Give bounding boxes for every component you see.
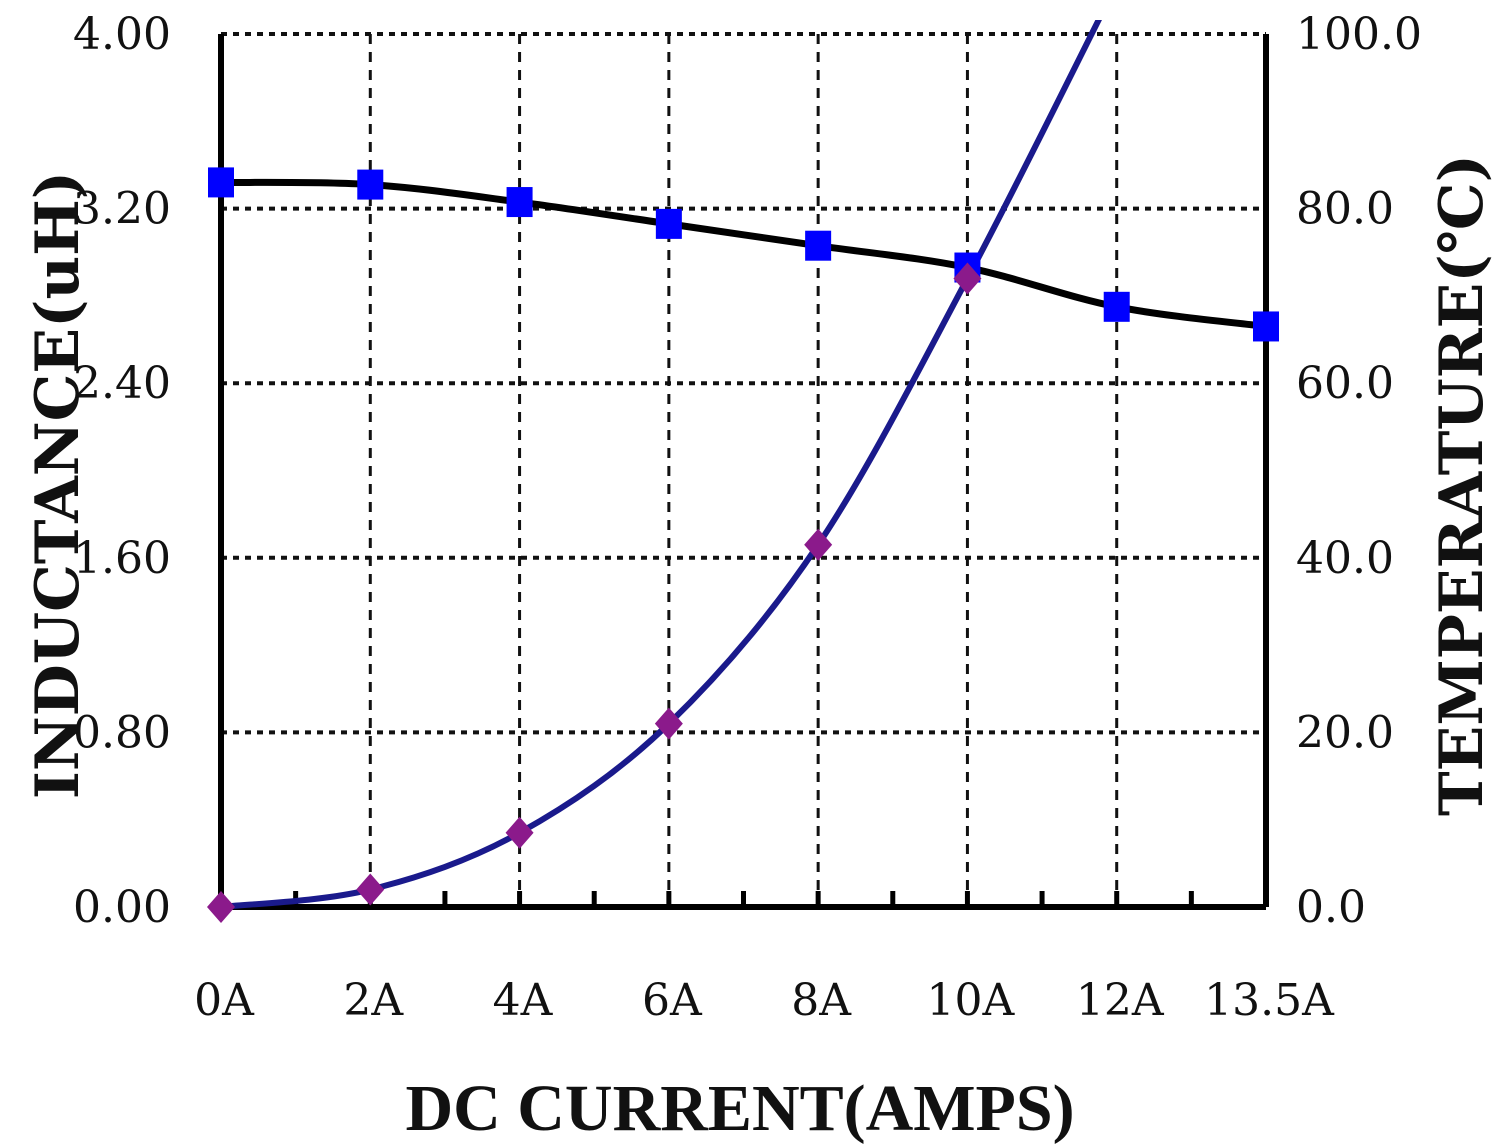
x-tick-label: 13.5A — [1204, 975, 1335, 1026]
y-left-tick-label: 0.80 — [73, 707, 171, 758]
x-tick-label: 0A — [194, 975, 255, 1026]
axes — [218, 34, 1269, 910]
y-right-tick-label: 80.0 — [1296, 184, 1394, 235]
y-left-tick-label: 4.00 — [73, 9, 171, 60]
temperature-point — [505, 816, 534, 849]
y-right-tick-label: 0.0 — [1296, 882, 1366, 933]
markers — [207, 167, 1279, 923]
x-tick-label: 4A — [493, 975, 554, 1026]
inductance-point — [357, 169, 384, 200]
y-right-tick-label: 60.0 — [1296, 358, 1394, 409]
inductance-point — [805, 230, 832, 261]
y-left-tick-label: 0.00 — [73, 882, 171, 933]
x-tick-label: 6A — [642, 975, 703, 1026]
grid — [221, 32, 1266, 907]
x-tick-label: 8A — [791, 975, 852, 1026]
temperature-series-line — [221, 20, 1102, 910]
x-tick-label: 12A — [1076, 975, 1165, 1026]
y-left-tick-label: 2.40 — [73, 358, 171, 409]
x-tick-label: 10A — [927, 975, 1016, 1026]
y-right-axis-title: TEMPERATURE(℃) — [1427, 154, 1494, 816]
y-right-tick-label: 20.0 — [1296, 707, 1394, 758]
inductance-point — [506, 187, 533, 218]
temperature-point — [356, 873, 385, 906]
temperature-point — [654, 707, 683, 740]
temperature-point — [804, 528, 833, 561]
inductance-point — [208, 167, 234, 198]
series — [221, 20, 1266, 910]
y-right-tick-label: 40.0 — [1296, 533, 1394, 584]
y-left-tick-label: 3.20 — [73, 184, 171, 235]
x-tick-label: 2A — [343, 975, 404, 1026]
inductance-series-line — [221, 178, 1266, 330]
x-axis-title: DC CURRENT(AMPS) — [405, 1072, 1074, 1145]
inductance-point — [1103, 291, 1130, 322]
y-left-tick-label: 1.60 — [73, 533, 171, 584]
inductance-point — [1253, 311, 1279, 342]
temperature-point — [207, 891, 235, 923]
tick-labels: 0.00 0.80 1.60 2.40 3.20 4.00 0.0 20.0 40.0 60.0 8… — [73, 9, 1422, 1026]
y-left-axis-title: INDUCTANCE(uH) — [23, 171, 93, 799]
y-right-tick-label: 100.0 — [1296, 9, 1422, 60]
inductance-point — [655, 208, 682, 239]
temperature-point — [953, 262, 982, 295]
